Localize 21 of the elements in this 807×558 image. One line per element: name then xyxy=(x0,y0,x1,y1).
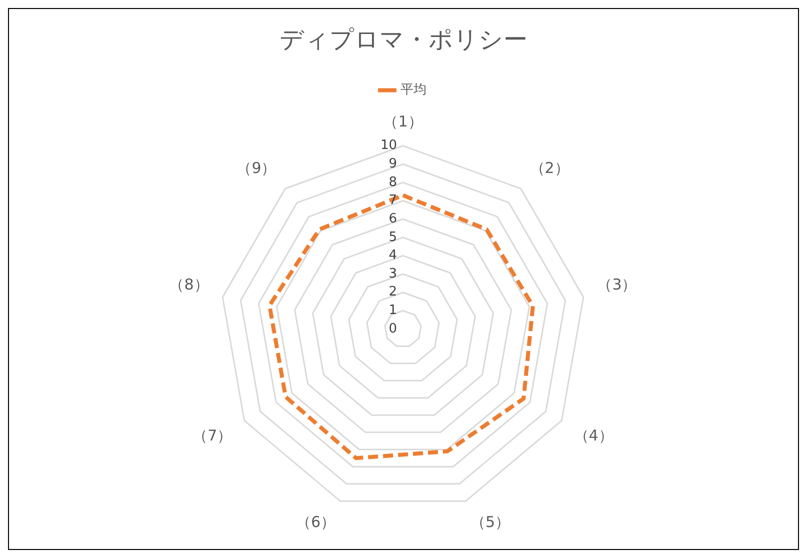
spoke-label: （9） xyxy=(236,158,276,177)
chart-title: ディプロマ・ポリシー xyxy=(280,26,528,54)
y-tick-label: 1 xyxy=(388,303,397,318)
y-tick-label: 9 xyxy=(388,156,397,172)
spoke-label: （6） xyxy=(296,513,336,532)
spoke-label: （4） xyxy=(574,426,614,444)
spoke-label: （5） xyxy=(470,513,510,532)
y-tick-label: 8 xyxy=(388,174,397,190)
y-tick-label: 3 xyxy=(388,266,397,282)
y-tick-label: 0 xyxy=(388,321,397,336)
y-tick-label: 4 xyxy=(388,248,397,264)
spoke-label: （2） xyxy=(530,158,570,177)
spoke-label: （8） xyxy=(169,276,209,294)
spoke-label: （3） xyxy=(597,276,637,294)
y-tick-label: 10 xyxy=(380,138,397,154)
spoke-label: （7） xyxy=(192,426,232,444)
y-tick-label: 2 xyxy=(388,284,397,300)
spoke-label: （1） xyxy=(383,112,423,131)
legend-label: 平均 xyxy=(400,82,426,98)
y-tick-label: 6 xyxy=(388,211,397,226)
y-tick-label: 5 xyxy=(388,230,397,245)
